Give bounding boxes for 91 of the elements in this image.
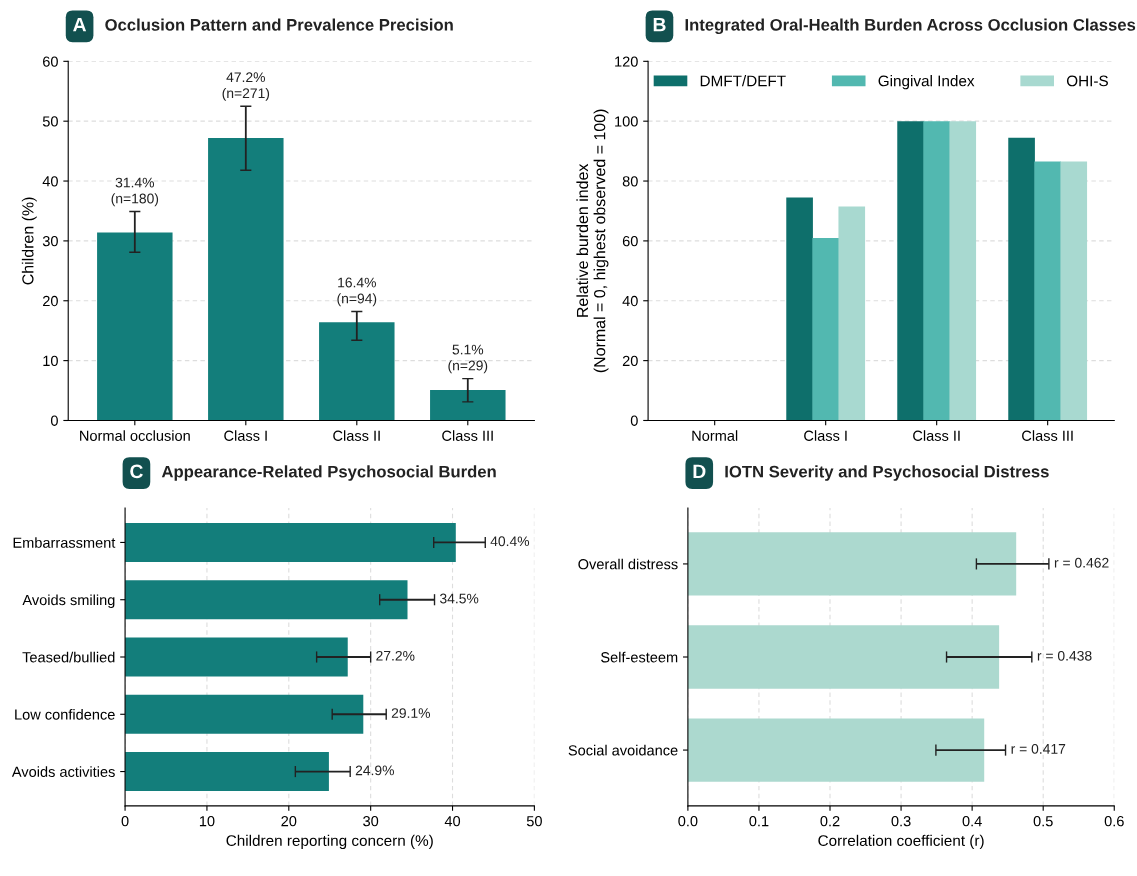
text: C [130,464,143,479]
bar [125,580,408,620]
text: B [653,17,666,32]
bar [838,206,866,421]
legend-label: OHI-S [1066,75,1108,87]
x-axis-title: Children reporting concern (%) [226,834,433,850]
x-tick-label: 10 [199,816,215,827]
y-tick-label: 120 [615,56,638,67]
x-tick-label: Class I [804,430,847,441]
y-tick-label: Overall distress [578,558,678,570]
x-axis-title: Correlation coefficient (r) [818,834,984,850]
x-tick-label: 0.5 [1033,816,1053,827]
bar [923,121,950,421]
data-label: r = 0.438 [1037,650,1092,661]
x-tick-label: Class II [333,430,380,441]
chart-title: IOTN Severity and Psychosocial Distress [725,465,1049,481]
legend-label: DMFT/DEFT [700,75,786,87]
y-tick-label: 40 [622,295,638,307]
x-tick-label: 0.6 [1104,816,1124,827]
bar [949,121,977,421]
x-tick-label: 0 [121,816,129,827]
bar [125,637,348,677]
bar [208,137,284,421]
y-tick-label: 10 [43,355,58,367]
y-tick-label: Teased/bullied [22,651,115,663]
y-tick-label: Self-esteem [601,651,678,663]
data-label: 5.1% (n=29) [448,344,488,374]
chart-title: Appearance-Related Psychosocial Burden [161,465,496,481]
text: D [693,464,706,479]
bar [687,532,1017,596]
x-tick-label: Normal [692,430,738,441]
y-tick-label: 20 [622,355,638,367]
y-tick-label: 100 [615,116,638,127]
x-tick-label: 40 [444,816,461,827]
bar [430,389,506,421]
bar [319,322,395,421]
bar [125,522,456,562]
y-tick-label: 60 [43,56,58,67]
y-tick-label: Avoids activities [11,766,115,777]
bar [897,121,924,421]
y-tick-label: 50 [42,116,58,127]
y-tick-label: 0 [630,415,638,426]
data-label: 24.9% [355,765,394,776]
x-tick-label: 0.2 [820,816,840,827]
bar [125,694,364,734]
x-tick-label: Class I [224,430,267,441]
data-label: 29.1% [391,708,431,719]
y-tick-label: Social avoidance [568,744,678,756]
x-tick-label: 30 [363,816,379,827]
y-tick-label: 0 [50,415,58,426]
y-tick-label: 20 [43,295,58,307]
y-tick-label: 30 [42,236,58,247]
bar [97,232,173,421]
data-label: 47.2% (n=271) [222,72,270,101]
legend-label: Gingival Index [878,75,975,90]
data-label: r = 0.417 [1011,743,1066,754]
bar [1060,161,1088,421]
x-tick-label: Class III [442,430,493,441]
x-tick-label: 50 [526,816,542,827]
chart-title: Occlusion Pattern and Prevalence Precision [105,18,453,31]
bar [1034,161,1061,421]
y-tick-label: 60 [622,236,638,247]
y-tick-label: Low confidence [15,708,115,720]
text: A [73,17,87,32]
y-tick-label: Avoids smiling [22,594,115,609]
x-tick-label: 0.4 [962,816,982,827]
data-label: 27.2% [376,650,415,661]
y-axis-title: Children (%) [21,197,37,285]
data-label: r = 0.462 [1054,557,1109,568]
x-tick-label: Class II [913,430,960,441]
data-label: 40.4% [490,536,530,547]
y-tick-label: 40 [42,176,58,187]
bar [812,237,839,421]
data-label: 31.4% (n=180) [111,177,159,207]
x-tick-label: 0.1 [749,816,769,827]
x-tick-label: Normal occlusion [80,430,190,441]
data-label: 16.4% (n=94) [337,277,377,307]
x-tick-label: Class III [1022,430,1073,441]
y-axis-title: Relative burden index (Normal = 0, highest observed = 100) [576,109,609,373]
y-tick-label: Embarrassment [13,537,116,548]
x-tick-label: 20 [281,816,297,827]
x-tick-label: 0.3 [891,816,911,827]
data-label: 34.5% [439,593,479,604]
bar [687,718,985,782]
bar [125,752,329,792]
chart-title: Integrated Oral-Health Burden Across Occlusion Classes [685,18,1136,35]
bar [1008,137,1035,421]
y-tick-label: 80 [622,176,638,187]
x-tick-label: 0.0 [678,816,698,827]
bar [786,197,813,421]
bar [687,625,1000,689]
